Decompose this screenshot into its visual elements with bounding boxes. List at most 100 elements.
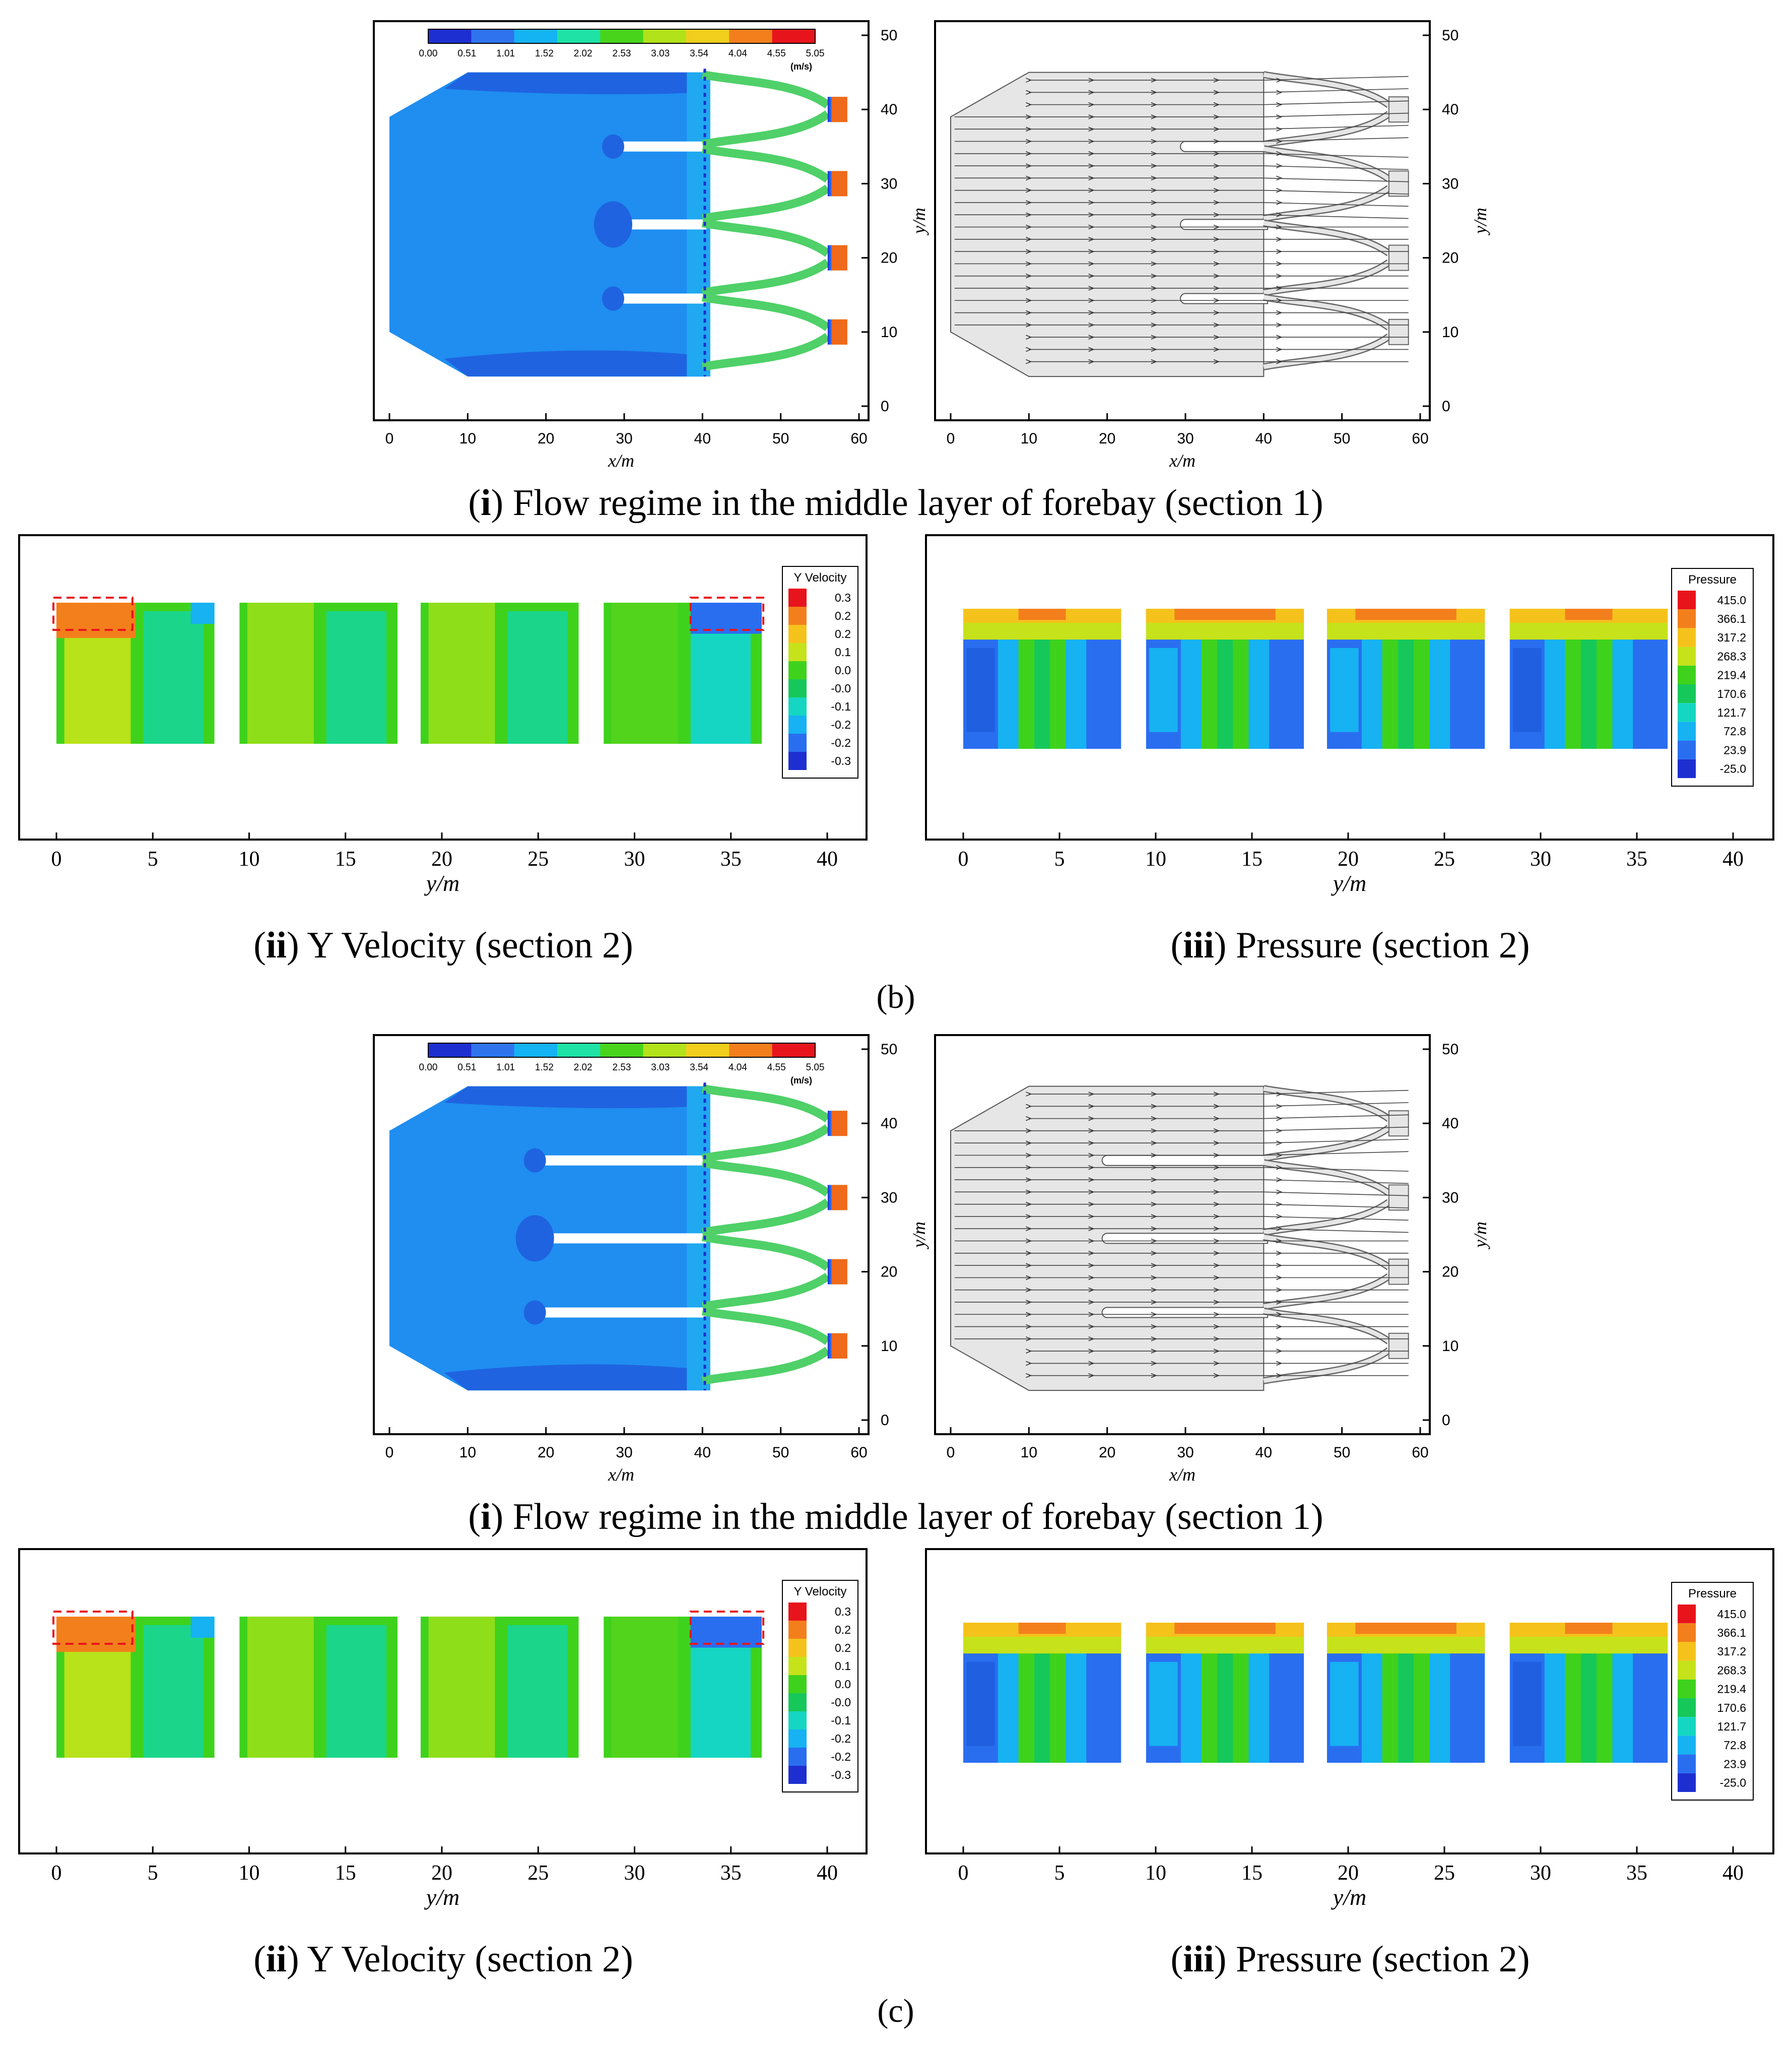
velocity-peak (56, 1617, 136, 1652)
colorbar-segment (600, 29, 644, 43)
flow-arrow (1026, 78, 1032, 83)
legend: Y Velocity 0.3 0.2 0.2 0.1 0.0 -0.0 -0.1 -0.2 -0.… (782, 566, 858, 779)
colorbar-segment (471, 1043, 515, 1057)
flow-arrow (1276, 1165, 1283, 1170)
outlet-high-speed (831, 97, 847, 122)
x-tick-label: 0 (51, 848, 62, 871)
legend-value: -0.3 (831, 1768, 851, 1781)
flow-arrow (1151, 323, 1158, 328)
flow-arrow (1026, 102, 1032, 107)
x-tick-label: 30 (616, 430, 632, 447)
flow-arrow (1151, 151, 1158, 156)
x-tick-label: 30 (1530, 1862, 1551, 1885)
y-tick-label: 10 (1442, 1338, 1458, 1355)
colorbar-unit: (m/s) (790, 61, 812, 72)
highlight-box (52, 1611, 134, 1645)
x-tick-label: 0 (958, 1862, 969, 1885)
flow-arrow (1088, 1140, 1095, 1145)
streamline (1029, 1089, 1409, 1095)
legend-swatch (1678, 591, 1696, 610)
plot-frame (373, 20, 870, 421)
colorbar-tick-label: 0.51 (457, 1062, 476, 1073)
flow-arrow (1088, 310, 1095, 315)
flow-arrow (1276, 114, 1283, 119)
x-tick-label: 10 (459, 1444, 476, 1461)
x-tick-label: 0 (385, 430, 394, 447)
section-cell (420, 1617, 579, 1758)
colorbar-tick-label: 0.51 (457, 48, 476, 59)
flow-arrow (1276, 1104, 1283, 1109)
section-cell (52, 597, 215, 744)
caption-paren: ( (253, 925, 266, 966)
caption-paren: ) (491, 1496, 504, 1537)
legend-value: 268.3 (1717, 650, 1746, 663)
diversion-pier (619, 141, 707, 152)
outlet-upper-channel (701, 1084, 830, 1123)
flow-arrow (1276, 1092, 1283, 1097)
outlet-upper-channel (701, 70, 830, 109)
pressure-peak (1174, 609, 1276, 620)
outlet-bay (1263, 71, 1409, 148)
wall-low-speed-zone (444, 72, 703, 95)
flow-arrow (1088, 1349, 1095, 1354)
colorbar-tick-label: 3.03 (651, 48, 670, 59)
flow-arrow (1276, 102, 1283, 107)
legend-swatch (1678, 1698, 1696, 1717)
flow-arrow (1026, 1189, 1032, 1195)
flow-arrow (1088, 1336, 1095, 1341)
diversion-pier (1101, 1307, 1269, 1318)
velocity-zone-left (611, 603, 678, 744)
legend-value: 0.1 (835, 646, 851, 659)
flow-arrow (1026, 1165, 1032, 1170)
flow-arrow (1151, 1116, 1158, 1121)
x-tick-label: 40 (817, 848, 838, 871)
flow-arrow (1088, 126, 1095, 132)
x-tick-label: 25 (1434, 1862, 1455, 1885)
colorbar-segment (428, 29, 472, 43)
flow-arrow (1276, 139, 1283, 144)
flow-arrow (1276, 1263, 1283, 1268)
y-tick-label: 30 (1442, 1189, 1458, 1206)
flow-arrow (1276, 286, 1283, 291)
y-axis-label: y/m (1470, 208, 1490, 235)
colorbar-tick-label: 4.04 (728, 1062, 747, 1073)
flow-arrow (1276, 1300, 1283, 1305)
diversion-pier (541, 1155, 707, 1166)
colorbar-unit: (m/s) (790, 1075, 812, 1085)
flow-arrow (1026, 1214, 1032, 1219)
x-axis-label: x/m (608, 451, 634, 471)
flow-arrow (1276, 310, 1283, 315)
pressure-low (1149, 1661, 1178, 1746)
x-tick-label: 20 (538, 1444, 554, 1461)
legend-swatch (1678, 609, 1696, 628)
flow-arrow (1213, 1336, 1220, 1341)
velocity-zone-left (428, 603, 495, 744)
flow-arrow (1276, 1140, 1283, 1145)
streamline (954, 1191, 1409, 1196)
x-tick-label: 30 (1530, 848, 1551, 871)
flow-arrow (1088, 237, 1095, 242)
flow-arrow (1026, 151, 1032, 156)
section-cell (1146, 609, 1304, 749)
x-tick-label: 60 (850, 1444, 867, 1461)
flow-arrow (1088, 1251, 1095, 1256)
outlet-lower-channel (701, 184, 830, 223)
flow-arrow (1151, 310, 1158, 315)
flow-arrow (1088, 1324, 1095, 1329)
flow-arrow (1213, 1189, 1220, 1195)
caption-text: Y Velocity (section 2) (299, 925, 633, 966)
flow-arrow (1213, 1263, 1220, 1268)
x-tick-label: 0 (947, 430, 955, 447)
flow-arrow (1213, 1201, 1220, 1207)
legend-value: -0.0 (831, 1696, 851, 1709)
flow-arrow (1151, 90, 1158, 95)
caption-number: iii (1183, 1939, 1214, 1980)
section-cell (1509, 1623, 1668, 1763)
outlet-bay (701, 219, 847, 297)
flow-arrow (1026, 1336, 1032, 1341)
legend-swatch (1678, 722, 1696, 741)
flow-arrow (1276, 261, 1283, 267)
x-tick-label: 15 (1241, 848, 1263, 871)
legend-swatch (1678, 740, 1696, 759)
